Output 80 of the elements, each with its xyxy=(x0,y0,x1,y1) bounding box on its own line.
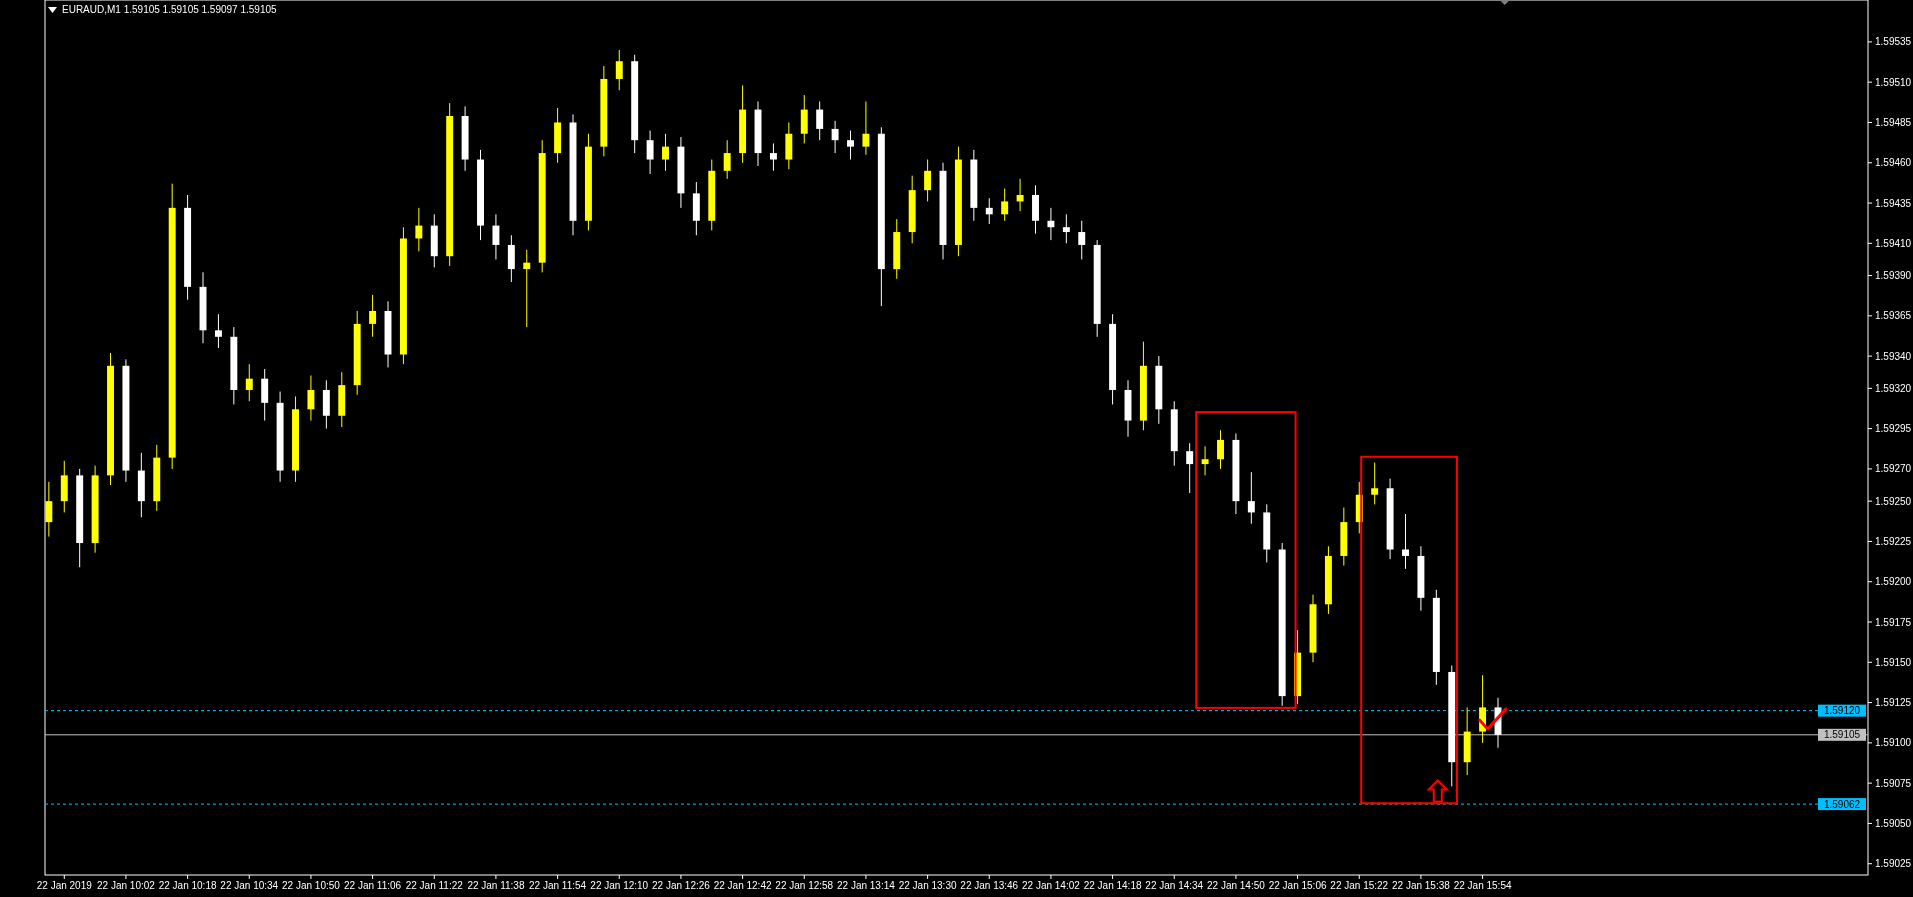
x-tick-label: 22 Jan 15:22 xyxy=(1330,880,1389,891)
x-tick-label: 22 Jan 10:02 xyxy=(97,880,156,891)
candlestick xyxy=(1016,178,1024,212)
x-tick-label: 22 Jan 2019 xyxy=(36,880,93,891)
candlestick xyxy=(1201,445,1209,476)
candlestick xyxy=(1247,471,1255,525)
x-tick-label: 22 Jan 13:46 xyxy=(960,880,1019,891)
x-tick-label: 22 Jan 10:34 xyxy=(220,880,279,891)
y-tick-label: 1.59100 xyxy=(1875,737,1912,749)
candlestick xyxy=(862,101,870,156)
candlestick xyxy=(1078,220,1086,260)
y-tick-label: 1.59460 xyxy=(1875,157,1912,169)
ref-line-label: 1.59062 xyxy=(1823,798,1861,810)
x-tick-label: 22 Jan 13:14 xyxy=(837,880,896,891)
candlestick xyxy=(847,130,854,161)
x-tick-label: 22 Jan 10:50 xyxy=(282,880,341,891)
x-tick-label: 22 Jan 11:22 xyxy=(405,880,464,891)
candlestick xyxy=(1047,207,1055,241)
x-tick-label: 22 Jan 15:06 xyxy=(1268,880,1327,891)
x-tick-label: 22 Jan 13:30 xyxy=(898,880,957,891)
y-tick-label: 1.59175 xyxy=(1875,616,1912,628)
y-tick-label: 1.59250 xyxy=(1875,495,1912,507)
x-tick-label: 22 Jan 14:50 xyxy=(1207,880,1266,891)
y-tick-label: 1.59075 xyxy=(1875,777,1912,789)
candlestick xyxy=(662,133,669,172)
x-tick-label: 22 Jan 12:10 xyxy=(590,880,649,891)
chart-title: EURAUD,M1 1.59105 1.59105 1.59097 1.59105 xyxy=(62,4,278,15)
ref-line-label: 1.59105 xyxy=(1823,729,1861,741)
x-tick-label: 22 Jan 14:18 xyxy=(1083,880,1142,891)
x-tick-label: 22 Jan 11:38 xyxy=(467,880,525,891)
candlestick xyxy=(1186,442,1194,494)
candlestick xyxy=(307,374,315,422)
candlestick xyxy=(1371,461,1379,505)
y-tick-label: 1.59050 xyxy=(1875,817,1912,829)
y-tick-label: 1.59270 xyxy=(1875,463,1912,475)
candlestick xyxy=(723,139,731,180)
y-tick-label: 1.59535 xyxy=(1875,36,1912,48)
candlestick xyxy=(769,142,777,172)
y-tick-label: 1.59225 xyxy=(1875,535,1912,547)
candlestick xyxy=(492,213,500,260)
y-tick-label: 1.59390 xyxy=(1875,270,1912,282)
x-tick-label: 22 Jan 10:18 xyxy=(158,880,217,891)
ref-line-label: 1.59120 xyxy=(1823,705,1861,717)
x-tick-label: 22 Jan 14:34 xyxy=(1145,880,1204,891)
candlestick xyxy=(1001,188,1009,222)
y-tick-label: 1.59435 xyxy=(1875,197,1912,209)
candlestick xyxy=(523,249,531,328)
y-tick-label: 1.59340 xyxy=(1875,350,1912,362)
x-tick-label: 22 Jan 12:58 xyxy=(775,880,834,891)
y-tick-label: 1.59125 xyxy=(1875,697,1912,709)
candlestick xyxy=(816,101,824,141)
y-tick-label: 1.59510 xyxy=(1875,76,1912,88)
y-tick-label: 1.59365 xyxy=(1875,310,1912,322)
candlestick xyxy=(831,120,839,154)
candlestick xyxy=(369,294,377,338)
y-tick-label: 1.59295 xyxy=(1875,423,1912,435)
candlestick xyxy=(45,481,53,538)
y-tick-label: 1.59150 xyxy=(1875,656,1912,668)
candlestick xyxy=(1217,429,1224,470)
candlestick xyxy=(985,197,993,225)
x-tick-label: 22 Jan 14:02 xyxy=(1022,880,1081,891)
x-tick-label: 22 Jan 12:26 xyxy=(652,880,711,891)
candlestick xyxy=(245,363,253,402)
x-tick-label: 22 Jan 11:54 xyxy=(529,880,587,891)
y-tick-label: 1.59200 xyxy=(1875,576,1912,588)
candlestick xyxy=(924,159,932,202)
y-tick-label: 1.59025 xyxy=(1875,858,1912,870)
x-tick-label: 22 Jan 12:42 xyxy=(713,880,772,891)
candlestick xyxy=(615,49,623,91)
candlestick xyxy=(415,207,423,252)
x-tick-label: 22 Jan 11:06 xyxy=(344,880,402,891)
candlestick xyxy=(214,313,222,349)
candlestick xyxy=(1402,513,1409,570)
candlestick xyxy=(1062,213,1070,244)
y-tick-label: 1.59320 xyxy=(1875,382,1912,394)
y-tick-label: 1.59485 xyxy=(1875,116,1912,128)
y-tick-label: 1.59410 xyxy=(1875,237,1912,249)
candlestick xyxy=(646,130,654,175)
x-tick-label: 22 Jan 15:38 xyxy=(1392,880,1451,891)
x-tick-label: 22 Jan 15:54 xyxy=(1453,880,1512,891)
